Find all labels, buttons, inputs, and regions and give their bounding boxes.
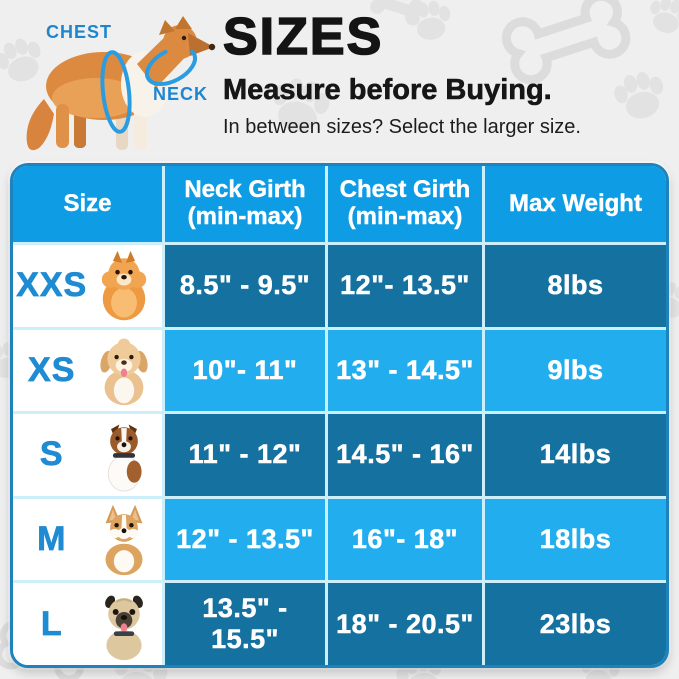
page-title: SIZES (222, 8, 384, 66)
m-chest-girth: 16"- 18" (328, 498, 482, 581)
header-size: Size (13, 166, 162, 242)
header-size-label: Size (63, 189, 112, 217)
header-neck-girth: Neck Girth (min-max) (165, 166, 325, 242)
size-label-l: L (40, 604, 63, 643)
title-block: SIZES Measure before Buying. In between … (222, 8, 581, 139)
table-row-l-size: L (13, 583, 162, 665)
table-row-m-size: M (13, 498, 162, 581)
xxs-neck-girth: 8.5" - 9.5" (165, 245, 325, 327)
size-label-xxs: XXS (16, 266, 88, 305)
size-label-m: M (37, 520, 67, 559)
chest-measure-label: CHEST (46, 22, 113, 42)
size-label-s: S (39, 435, 64, 474)
size-table: Size Neck Girth (min-max) Chest Girth (m… (10, 163, 669, 668)
xs-chest-girth: 13" - 14.5" (328, 329, 482, 412)
s-neck-girth: 11" - 12" (165, 414, 325, 496)
l-neck-girth: 13.5" - 15.5" (165, 583, 325, 665)
header-chest-line2: (min-max) (347, 203, 463, 230)
cream-puppy-photo (100, 338, 149, 406)
xxs-chest-girth: 12"- 13.5" (328, 245, 482, 327)
collie-measurement-diagram (26, 16, 216, 151)
header-weight-label: Max Weight (509, 189, 642, 217)
header-chest-girth: Chest Girth (min-max) (328, 166, 482, 242)
l-chest-girth: 18" - 20.5" (328, 583, 482, 665)
corgi-photo (105, 504, 143, 575)
xxs-max-weight: 8lbs (485, 245, 666, 327)
s-max-weight: 14lbs (485, 414, 666, 496)
xs-neck-girth: 10"- 11" (165, 329, 325, 412)
size-label-xs: XS (28, 350, 76, 390)
table-row-s-size: S (13, 414, 162, 496)
header-chest-line1: Chest Girth (339, 176, 471, 204)
header-neck-line2: (min-max) (187, 203, 303, 230)
m-max-weight: 18lbs (485, 498, 666, 581)
hero-section: CHEST NECK SIZES Measure before Buying. … (0, 0, 679, 163)
neck-measure-label: NECK (153, 84, 209, 104)
s-chest-girth: 14.5" - 16" (328, 414, 482, 496)
page-subtitle: Measure before Buying. (223, 73, 552, 106)
jack-russell-photo (108, 424, 143, 492)
sizing-note: In between sizes? Select the larger size… (223, 115, 581, 138)
table-row-xxs-size: XXS (13, 245, 162, 327)
header-max-weight: Max Weight (485, 166, 666, 242)
l-max-weight: 23lbs (485, 583, 666, 665)
pomeranian-photo (102, 250, 147, 321)
pug-photo (105, 595, 144, 661)
xs-max-weight: 9lbs (485, 329, 666, 412)
header-neck-line1: Neck Girth (184, 176, 306, 204)
table-row-xs-size: XS (13, 329, 162, 412)
m-neck-girth: 12" - 13.5" (165, 498, 325, 581)
